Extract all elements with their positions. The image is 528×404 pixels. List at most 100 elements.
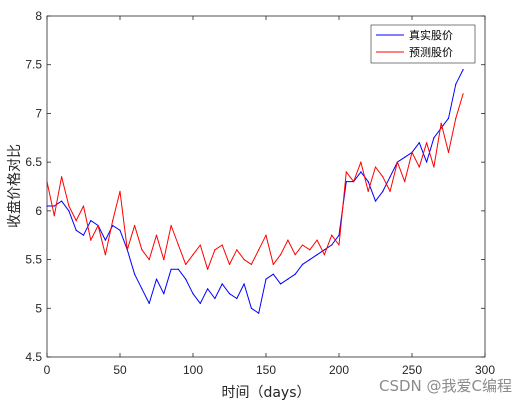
data-point-real bbox=[90, 220, 92, 222]
data-point-real bbox=[462, 69, 464, 71]
data-point-pred bbox=[389, 190, 391, 192]
data-point-pred bbox=[243, 259, 245, 261]
data-point-pred bbox=[447, 151, 450, 153]
data-point-pred bbox=[418, 166, 420, 168]
data-point-pred bbox=[75, 220, 77, 222]
data-point-real bbox=[46, 205, 48, 207]
y-tick-label: 7 bbox=[35, 106, 42, 120]
data-point-pred bbox=[90, 239, 92, 241]
data-point-real bbox=[148, 302, 150, 304]
y-tick-label: 7.5 bbox=[25, 58, 42, 72]
data-point-real bbox=[134, 273, 136, 275]
data-point-real bbox=[345, 181, 347, 183]
data-point-pred bbox=[301, 244, 304, 246]
data-point-pred bbox=[177, 244, 179, 246]
y-tick-label: 5 bbox=[35, 301, 42, 315]
y-axis-label: 收盘价格对比 bbox=[6, 144, 23, 228]
data-point-real bbox=[426, 161, 428, 163]
data-point-pred bbox=[404, 181, 406, 183]
data-point-real bbox=[367, 181, 369, 183]
data-point-real bbox=[243, 283, 245, 285]
data-point-real bbox=[280, 283, 282, 285]
y-tick-label: 4.5 bbox=[25, 350, 42, 364]
data-point-pred bbox=[236, 249, 238, 251]
data-point-pred bbox=[104, 254, 106, 256]
data-point-pred bbox=[82, 205, 85, 207]
data-point-pred bbox=[367, 190, 369, 192]
data-point-pred bbox=[265, 234, 267, 236]
data-point-real bbox=[389, 176, 391, 178]
data-point-real bbox=[82, 234, 85, 236]
data-point-pred bbox=[316, 239, 318, 241]
data-point-pred bbox=[207, 268, 209, 270]
data-point-pred bbox=[192, 254, 194, 256]
data-point-pred bbox=[134, 224, 136, 227]
data-point-pred bbox=[155, 234, 158, 236]
data-point-pred bbox=[309, 249, 311, 251]
data-point-pred bbox=[294, 254, 296, 256]
data-point-pred bbox=[112, 220, 114, 222]
x-tick-label: 100 bbox=[183, 363, 203, 377]
data-point-real bbox=[404, 156, 406, 158]
data-point-pred bbox=[214, 249, 216, 251]
data-point-real bbox=[382, 190, 384, 192]
data-point-real bbox=[199, 302, 201, 304]
y-tick-label: 6.5 bbox=[25, 155, 42, 169]
data-point-real bbox=[309, 259, 311, 261]
data-point-real bbox=[455, 83, 457, 85]
legend-box bbox=[370, 24, 476, 64]
data-point-real bbox=[418, 142, 420, 144]
y-axis-ticks: 4.5 5 5.5 6 6.5 7 7.5 8 bbox=[25, 9, 485, 364]
data-point-real bbox=[323, 249, 325, 251]
data-point-real bbox=[185, 278, 187, 280]
data-point-pred bbox=[53, 215, 55, 217]
data-point-pred bbox=[46, 181, 48, 183]
data-point-pred bbox=[272, 263, 274, 265]
y-tick-label: 6 bbox=[35, 204, 42, 218]
x-tick-label: 150 bbox=[256, 363, 276, 377]
data-point-pred bbox=[440, 122, 442, 124]
data-point-real bbox=[258, 312, 260, 314]
data-point-real bbox=[163, 293, 165, 295]
data-point-real bbox=[207, 288, 209, 290]
data-point-real bbox=[374, 200, 377, 202]
data-point-real bbox=[53, 205, 55, 207]
data-point-real bbox=[119, 229, 121, 231]
x-tick-label: 0 bbox=[44, 363, 51, 377]
data-point-pred bbox=[119, 190, 121, 192]
data-point-real bbox=[236, 297, 238, 300]
legend-label-pred: 预测股价 bbox=[409, 46, 453, 59]
data-point-pred bbox=[61, 176, 63, 178]
data-point-pred bbox=[163, 259, 165, 261]
data-point-real bbox=[221, 283, 223, 285]
data-point-real bbox=[228, 293, 231, 295]
series-lines bbox=[46, 69, 464, 314]
data-point-pred bbox=[258, 249, 260, 251]
data-point-real bbox=[141, 288, 143, 290]
data-point-real bbox=[338, 234, 340, 236]
data-point-pred bbox=[185, 263, 187, 265]
data-point-pred bbox=[148, 259, 150, 261]
data-point-pred bbox=[455, 117, 457, 119]
data-point-pred bbox=[280, 254, 282, 256]
data-point-real bbox=[360, 171, 362, 173]
x-tick-label: 200 bbox=[329, 363, 349, 377]
data-point-pred bbox=[411, 151, 413, 153]
plot-area bbox=[46, 15, 486, 358]
data-point-pred bbox=[360, 161, 362, 163]
data-point-pred bbox=[374, 166, 377, 168]
data-point-pred bbox=[331, 234, 333, 236]
data-point-real bbox=[433, 137, 435, 139]
data-point-real bbox=[104, 239, 106, 241]
data-point-real bbox=[112, 224, 114, 227]
x-axis-ticks: 0 50 100 150 200 250 300 bbox=[44, 16, 495, 377]
data-point-pred bbox=[221, 244, 223, 246]
data-point-pred bbox=[126, 249, 128, 251]
x-tick-label: 50 bbox=[113, 363, 127, 377]
data-point-pred bbox=[199, 244, 201, 246]
data-point-real bbox=[61, 200, 63, 202]
data-point-real bbox=[265, 278, 267, 280]
data-point-pred bbox=[353, 181, 355, 183]
y-tick-label: 8 bbox=[35, 9, 42, 23]
